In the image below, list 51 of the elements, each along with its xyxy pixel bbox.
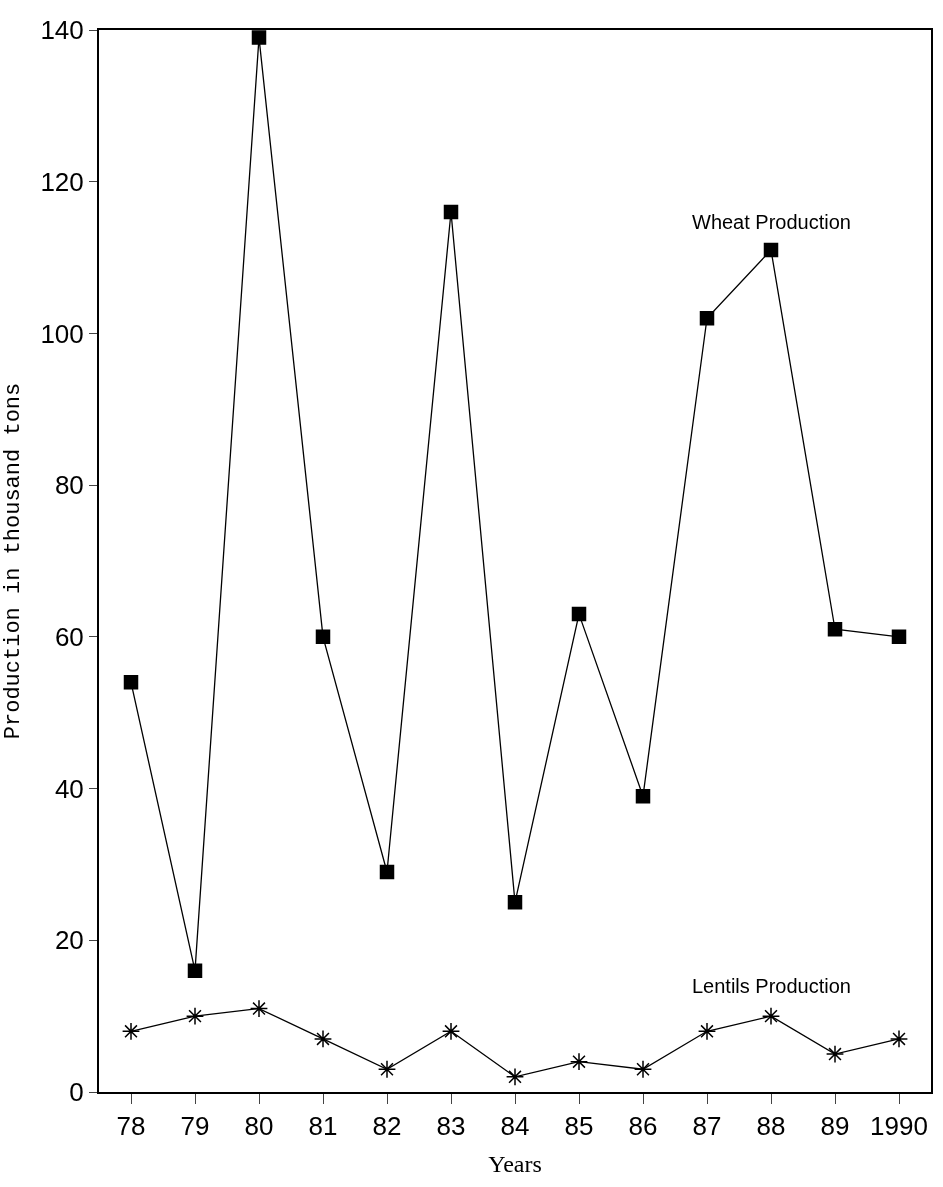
point <box>827 622 843 637</box>
y-tick-label: 80 <box>54 470 84 501</box>
y-tick-label: 60 <box>54 621 84 652</box>
x-axis-title: Years <box>488 1151 542 1177</box>
x-tick-label: 79 <box>180 1111 210 1142</box>
x-tick-label: 88 <box>756 1111 786 1142</box>
point <box>507 895 523 910</box>
series-label: Lentils Production <box>692 975 851 997</box>
point <box>889 1029 909 1049</box>
y-tick-label: 40 <box>54 773 84 804</box>
x-tick-label: 81 <box>308 1111 338 1142</box>
point <box>187 963 203 978</box>
point <box>251 30 267 45</box>
x-tick-label: 86 <box>628 1111 658 1142</box>
y-tick-label: 120 <box>40 166 84 197</box>
point <box>569 1052 589 1071</box>
point <box>249 999 269 1018</box>
point <box>443 204 459 220</box>
point <box>699 311 715 326</box>
point <box>185 1006 205 1026</box>
point <box>123 675 139 690</box>
y-tick-label: 140 <box>40 15 84 46</box>
point <box>697 1022 717 1041</box>
point <box>633 1060 653 1079</box>
point <box>571 606 587 622</box>
point <box>505 1067 525 1086</box>
point <box>825 1044 845 1064</box>
point <box>379 864 395 880</box>
y-tick-label: 0 <box>69 1077 84 1108</box>
x-tick-label: 87 <box>692 1111 722 1142</box>
point <box>761 1006 781 1026</box>
y-tick-label: 20 <box>54 925 84 956</box>
x-tick-label: 78 <box>116 1111 146 1142</box>
y-tick-label: 100 <box>40 318 84 349</box>
x-tick-label: 85 <box>564 1111 594 1142</box>
point <box>121 1022 141 1041</box>
point <box>377 1060 397 1079</box>
point <box>891 629 907 645</box>
point <box>763 242 779 258</box>
point <box>635 788 651 804</box>
point <box>315 629 331 645</box>
x-tick-label: 80 <box>244 1111 274 1142</box>
point <box>313 1029 333 1049</box>
series-label: Wheat Production <box>692 211 851 233</box>
x-tick-label: 89 <box>820 1111 850 1142</box>
x-tick-label: 1990 <box>870 1111 928 1142</box>
x-tick-label: 84 <box>500 1111 530 1142</box>
point <box>441 1022 461 1041</box>
x-tick-label: 82 <box>372 1111 402 1142</box>
y-axis-title: Production in thousand tons <box>0 382 26 740</box>
x-tick-label: 83 <box>436 1111 466 1142</box>
